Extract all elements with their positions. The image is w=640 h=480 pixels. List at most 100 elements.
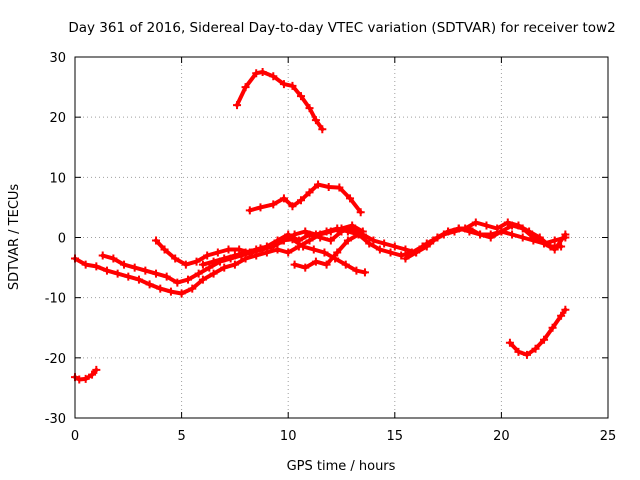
series-arc-c xyxy=(245,180,365,217)
data-point xyxy=(235,245,244,254)
data-point xyxy=(198,260,207,269)
data-point xyxy=(412,248,421,257)
data-point xyxy=(220,263,229,272)
data-point xyxy=(194,269,203,278)
data-point xyxy=(256,203,265,212)
data-point xyxy=(324,182,333,191)
data-point xyxy=(205,263,214,272)
data-point xyxy=(550,236,559,245)
data-point xyxy=(288,81,297,90)
data-point xyxy=(305,104,314,113)
data-point xyxy=(171,254,180,263)
data-point xyxy=(380,239,389,248)
data-point xyxy=(503,218,512,227)
data-point xyxy=(333,248,342,257)
data-point xyxy=(354,230,363,239)
data-point xyxy=(548,323,557,332)
data-point xyxy=(531,344,540,353)
x-tick-label: 0 xyxy=(71,429,79,444)
series-line xyxy=(235,70,325,132)
data-point xyxy=(209,257,218,266)
data-point xyxy=(311,116,320,125)
grid-layer xyxy=(75,57,608,418)
x-tick-label: 20 xyxy=(493,429,510,444)
data-point xyxy=(88,370,97,379)
data-point xyxy=(288,202,297,211)
tick-layer: 0 5 10 15 20 25 -30 -20 -10 0 10 20 30 xyxy=(45,51,617,444)
x-axis-label: GPS time / hours xyxy=(287,459,396,474)
data-point xyxy=(301,263,310,272)
data-point xyxy=(482,221,491,230)
data-point xyxy=(192,257,201,266)
data-point xyxy=(296,196,305,205)
data-point xyxy=(343,236,352,245)
data-point xyxy=(203,251,212,260)
data-point xyxy=(92,365,101,374)
data-point xyxy=(145,280,154,289)
data-point xyxy=(508,221,517,230)
data-point xyxy=(241,248,250,257)
data-point xyxy=(518,224,527,233)
data-point xyxy=(454,224,463,233)
data-point xyxy=(486,233,495,242)
data-point xyxy=(81,260,90,269)
data-point xyxy=(173,278,182,287)
data-point xyxy=(561,230,570,239)
data-point xyxy=(92,262,101,271)
data-point xyxy=(230,251,239,260)
data-point xyxy=(365,239,374,248)
y-axis-label: SDTVAR / TECUs xyxy=(7,184,22,291)
data-point xyxy=(181,260,190,269)
data-point xyxy=(476,230,485,239)
data-point xyxy=(397,251,406,260)
data-point xyxy=(262,242,271,251)
data-point xyxy=(540,239,549,248)
data-point xyxy=(305,230,314,239)
series-arc-j xyxy=(505,305,570,359)
data-point xyxy=(369,236,378,245)
data-point xyxy=(314,180,323,189)
data-point xyxy=(333,224,342,233)
data-point xyxy=(220,254,229,263)
data-point xyxy=(561,305,570,314)
data-point xyxy=(258,68,267,77)
data-point xyxy=(98,251,107,260)
data-point xyxy=(233,101,242,110)
series-arc-b xyxy=(233,68,327,134)
data-point xyxy=(284,248,293,257)
data-point xyxy=(279,194,288,203)
data-point xyxy=(284,230,293,239)
data-point xyxy=(337,227,346,236)
data-point xyxy=(113,269,122,278)
data-point xyxy=(444,227,453,236)
y-tick-label: -10 xyxy=(45,292,66,307)
data-point xyxy=(209,269,218,278)
data-point xyxy=(318,125,327,134)
data-point xyxy=(245,206,254,215)
x-tick-label: 5 xyxy=(177,429,185,444)
data-point xyxy=(471,218,480,227)
y-tick-label: -20 xyxy=(45,352,66,367)
data-point xyxy=(433,233,442,242)
x-tick-label: 15 xyxy=(387,429,404,444)
data-point xyxy=(252,69,261,78)
data-point xyxy=(241,83,250,92)
series-arc-i xyxy=(401,221,570,263)
data-point xyxy=(493,224,502,233)
data-point xyxy=(522,350,531,359)
data-point xyxy=(356,208,365,217)
data-point xyxy=(540,335,549,344)
data-point xyxy=(311,257,320,266)
data-point xyxy=(166,287,175,296)
y-tick-label: 10 xyxy=(49,171,66,186)
data-point xyxy=(360,268,369,277)
data-point xyxy=(188,284,197,293)
data-point xyxy=(230,260,239,269)
data-point xyxy=(320,248,329,257)
data-point xyxy=(296,92,305,101)
data-point xyxy=(557,311,566,320)
data-point xyxy=(134,275,143,284)
data-point xyxy=(290,260,299,269)
y-tick-label: -30 xyxy=(45,412,66,427)
